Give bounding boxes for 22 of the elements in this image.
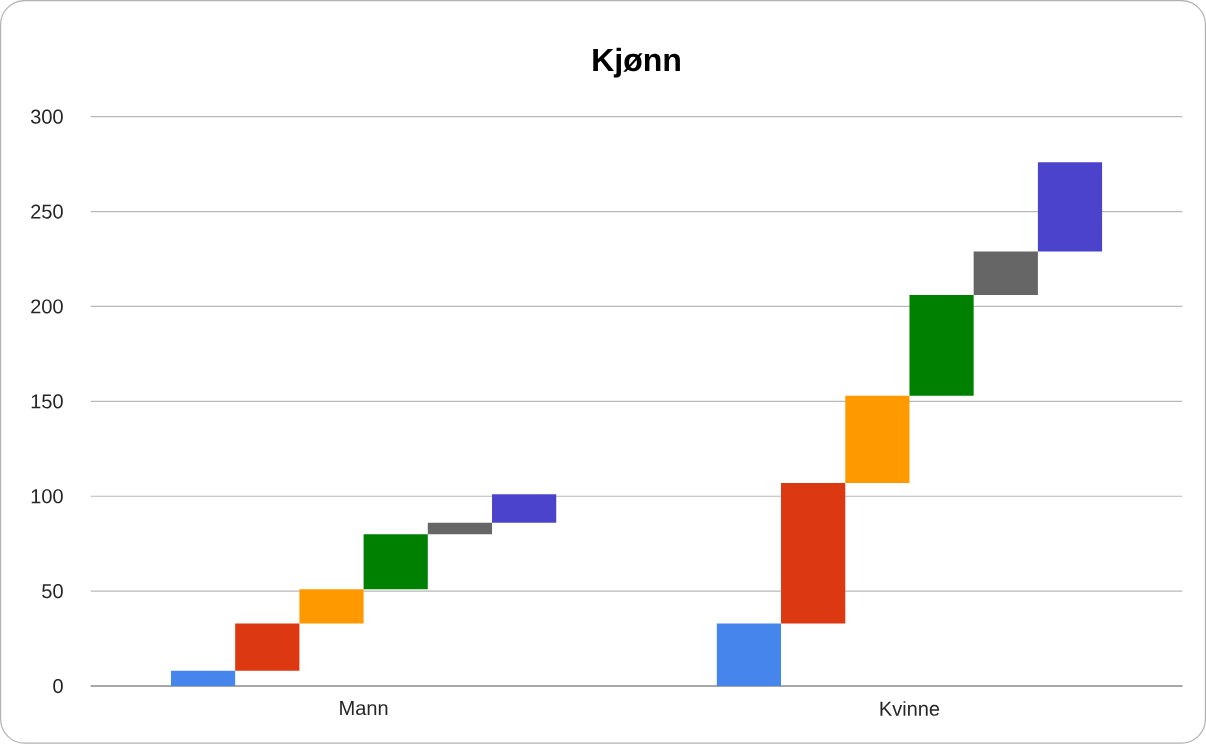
bar xyxy=(781,483,846,624)
x-tick-label: Mann xyxy=(340,701,388,716)
y-tick-label: 0 xyxy=(53,679,63,694)
bar xyxy=(363,534,428,590)
bar xyxy=(299,589,364,624)
bar xyxy=(1037,162,1103,252)
bar xyxy=(427,522,493,535)
y-tick-label: 150 xyxy=(31,394,63,409)
chart-title: Kjønn xyxy=(593,47,680,78)
y-tick-label: 100 xyxy=(31,489,63,504)
y-tick-label: 300 xyxy=(30,109,63,124)
bar xyxy=(973,251,1038,296)
bar xyxy=(716,623,782,687)
y-tick-label: 200 xyxy=(31,299,63,314)
bar xyxy=(909,295,974,396)
y-tick-label: 50 xyxy=(42,584,63,599)
y-tick-label: 250 xyxy=(31,204,63,219)
bar xyxy=(492,494,557,523)
bar xyxy=(235,623,300,672)
x-tick-label: Kvinne xyxy=(880,701,940,716)
bar xyxy=(170,671,236,687)
bar xyxy=(845,395,910,484)
